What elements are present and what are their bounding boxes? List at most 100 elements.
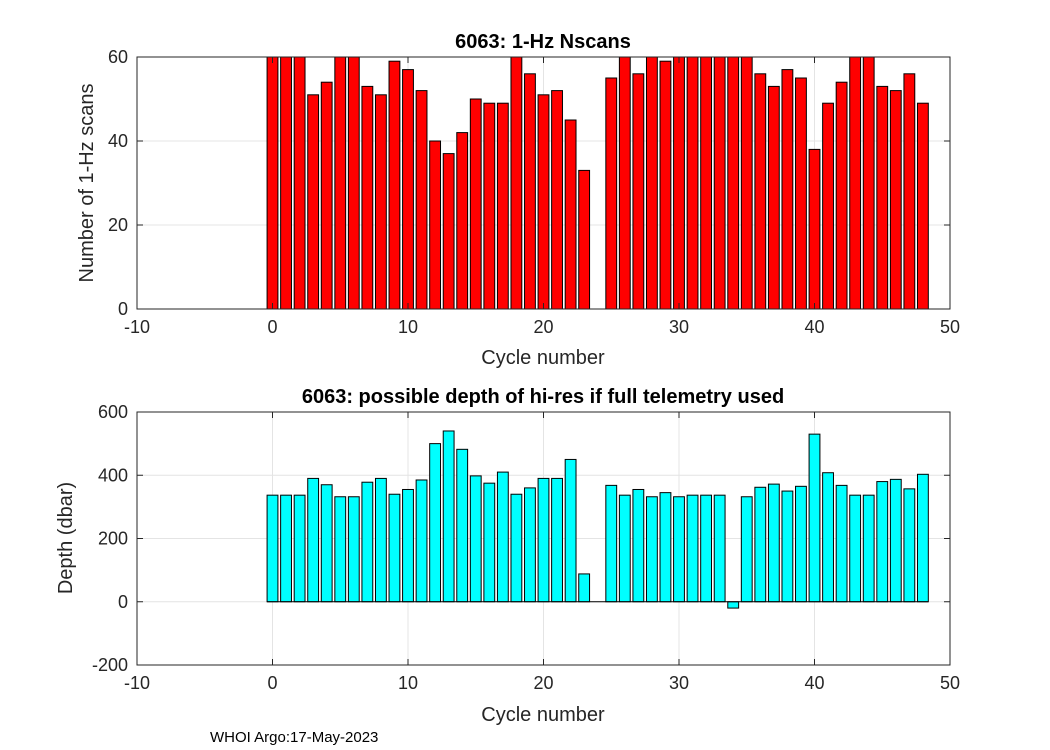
depth-bar [429, 443, 442, 603]
depth-bar [876, 481, 889, 603]
nscans-bar [727, 56, 740, 310]
nscans-x-tick-label: 50 [940, 317, 960, 337]
depth-bar [374, 477, 387, 603]
nscans-bar [605, 77, 618, 310]
nscans-y-tick-label: 0 [118, 299, 128, 319]
nscans-bar [280, 56, 292, 310]
nscans-y-tick-label: 20 [108, 215, 128, 235]
depth-bar [524, 487, 536, 603]
depth-bar [849, 494, 862, 603]
nscans-bar [889, 90, 902, 310]
nscans-bar [822, 102, 834, 310]
depth-bar [740, 496, 753, 603]
depth-y-axis-label: Depth (dbar) [55, 482, 77, 594]
nscans-bar [632, 73, 645, 310]
nscans-bar [320, 81, 333, 310]
nscans-bar [835, 81, 848, 310]
nscans-bar [795, 77, 807, 310]
depth-y-tick-label: 400 [98, 465, 128, 485]
footer-text: WHOI Argo:17-May-2023 [210, 729, 378, 746]
nscans-bar [578, 169, 591, 310]
depth-bar [402, 488, 414, 603]
nscans-bar [388, 60, 401, 310]
depth-ticks [136, 411, 951, 666]
depth-bar [564, 458, 577, 603]
depth-bar [442, 430, 455, 603]
nscans-chart-title: 6063: 1-Hz Nscans [455, 31, 631, 53]
depth-bars [266, 430, 929, 609]
nscans-bar [496, 102, 509, 310]
nscans-bar [307, 94, 320, 310]
nscans-bar [673, 56, 685, 310]
nscans-bar [808, 148, 821, 310]
nscans-bar [767, 85, 780, 310]
nscans-x-tick-label: 30 [669, 317, 689, 337]
depth-bar [781, 490, 794, 603]
nscans-bar [659, 60, 672, 310]
nscans-bar [402, 69, 414, 310]
depth-bar [632, 488, 645, 603]
nscans-bar [469, 98, 482, 310]
depth-bar [889, 478, 902, 603]
nscans-x-tick-label: 10 [398, 317, 418, 337]
nscans-bar [686, 56, 699, 310]
depth-bar [334, 496, 347, 603]
nscans-bar [862, 56, 875, 310]
nscans-bar [700, 56, 713, 310]
depth-x-tick-label: -10 [124, 673, 150, 693]
nscans-bar [429, 140, 442, 310]
depth-bar [605, 484, 618, 603]
depth-bar [456, 448, 469, 603]
nscans-bars [266, 56, 929, 310]
nscans-bar [916, 102, 929, 310]
depth-bar [578, 573, 591, 603]
nscans-bar [442, 153, 455, 310]
depth-bar [469, 475, 482, 603]
depth-bar [483, 482, 496, 603]
depth-bar [808, 433, 821, 603]
depth-bar [496, 471, 509, 603]
nscans-x-tick-label: 20 [533, 317, 553, 337]
depth-bar [645, 496, 658, 603]
depth-y-tick-label: 0 [118, 592, 128, 612]
depth-bar [835, 484, 848, 603]
nscans-bar [510, 56, 523, 310]
nscans-bar [537, 94, 550, 310]
depth-bar [862, 494, 875, 603]
nscans-bar [754, 73, 767, 310]
depth-y-tick-label: 600 [98, 402, 128, 422]
nscans-x-tick-label: 0 [267, 317, 277, 337]
depth-bar [754, 486, 767, 603]
depth-bar [266, 494, 279, 603]
depth-bar [903, 488, 916, 603]
nscans-bar [483, 102, 496, 310]
nscans-bar [374, 94, 387, 310]
depth-bar [822, 472, 834, 603]
depth-bar [280, 494, 292, 603]
depth-bar [293, 494, 306, 603]
nscans-bar [713, 56, 726, 310]
nscans-bar [524, 73, 536, 310]
depth-chart-title: 6063: possible depth of hi-res if full t… [302, 386, 784, 408]
depth-x-tick-label: 20 [533, 673, 553, 693]
nscans-ticks [136, 56, 951, 310]
nscans-x-tick-label: -10 [124, 317, 150, 337]
depth-bar [767, 483, 780, 603]
depth-y-tick-label: -200 [92, 655, 128, 675]
nscans-bar [781, 69, 794, 310]
nscans-bar [266, 56, 279, 310]
depth-bar [713, 494, 726, 603]
depth-bar [551, 477, 563, 603]
depth-tick-labels: -10 0 10 20 30 40 50 -200 0 200 400 600 [92, 402, 960, 693]
nscans-bar [740, 56, 753, 310]
depth-bar [618, 494, 631, 603]
nscans-bar [293, 56, 306, 310]
depth-x-tick-label: 0 [267, 673, 277, 693]
nscans-bar [456, 132, 469, 310]
nscans-bar [849, 56, 862, 310]
depth-x-tick-label: 40 [804, 673, 824, 693]
depth-y-tick-label: 200 [98, 529, 128, 549]
